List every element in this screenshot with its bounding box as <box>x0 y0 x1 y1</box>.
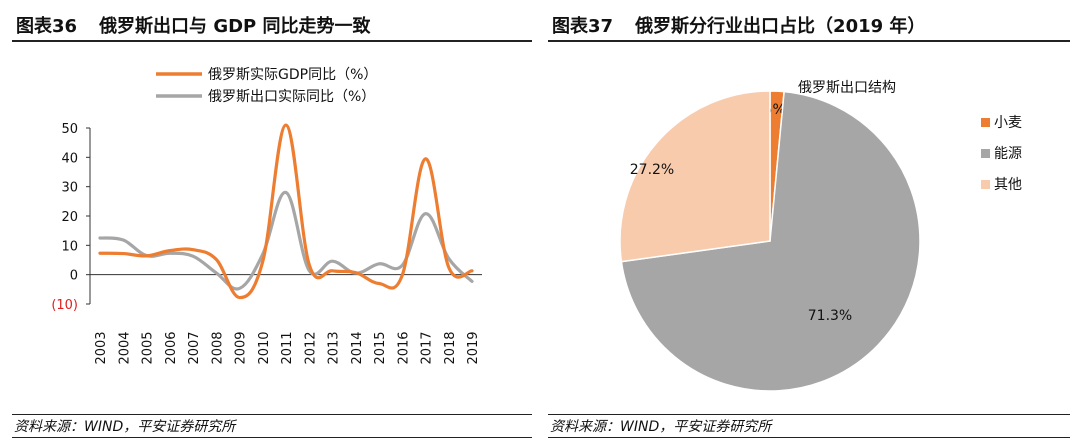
left-figure-number: 图表36 <box>16 16 78 37</box>
right-figure-title: 俄罗斯分行业出口占比（2019 年） <box>635 16 926 37</box>
x-tick-label: 2005 <box>141 331 156 364</box>
left-source-note: 资料来源：WIND，平安证券研究所 <box>12 414 532 438</box>
legend-swatch-1 <box>981 149 990 158</box>
y-tick-label: 50 <box>61 122 78 137</box>
right-title-bar: 图表37 俄罗斯分行业出口占比（2019 年） <box>548 10 1070 42</box>
x-tick-label: 2013 <box>327 331 342 364</box>
y-tick-label: 10 <box>61 239 78 254</box>
x-tick-label: 2003 <box>94 331 109 364</box>
x-tick-label: 2009 <box>234 331 249 364</box>
x-tick-label: 2007 <box>187 331 202 364</box>
legend-label-1: 能源 <box>994 146 1022 162</box>
x-tick-label: 2019 <box>466 331 481 364</box>
legend-label-export: 俄罗斯出口实际同比（%） <box>208 89 375 105</box>
left-figure-title: 俄罗斯出口与 GDP 同比走势一致 <box>99 16 371 37</box>
y-tick-label: (10) <box>51 298 78 313</box>
series-line-gdp <box>98 123 474 300</box>
y-tick-label: 0 <box>70 269 78 284</box>
legend-label-gdp: 俄罗斯实际GDP同比（%） <box>208 67 377 83</box>
legend-label-2: 其他 <box>994 177 1022 193</box>
legend-swatch-2 <box>981 180 990 189</box>
pie-data-label-1: 71.3% <box>808 308 852 324</box>
x-tick-label: 2012 <box>303 331 318 364</box>
right-figure-number: 图表37 <box>552 16 614 37</box>
y-tick-label: 40 <box>61 151 78 166</box>
left-figure-panel: 图表36 俄罗斯出口与 GDP 同比走势一致 50 40 30 20 10 0 (10) 20… <box>12 0 532 448</box>
x-tick-label: 2008 <box>210 331 225 364</box>
right-figure-panel: 图表37 俄罗斯分行业出口占比（2019 年） 俄罗斯出口结构1.5%小麦71.… <box>548 0 1070 448</box>
y-tick-label: 20 <box>61 210 78 225</box>
pie-data-label-2: 27.2% <box>630 162 674 178</box>
legend-swatch-0 <box>981 118 990 127</box>
left-title-bar: 图表36 俄罗斯出口与 GDP 同比走势一致 <box>12 10 532 42</box>
pie-chart-title: 俄罗斯出口结构 <box>798 80 896 96</box>
right-source-note: 资料来源：WIND，平安证券研究所 <box>548 414 1070 438</box>
x-tick-label: 2014 <box>350 331 365 364</box>
x-tick-label: 2017 <box>420 331 435 364</box>
x-tick-label: 2011 <box>280 331 295 364</box>
y-tick-label: 30 <box>61 181 78 196</box>
x-tick-label: 2006 <box>164 331 179 364</box>
x-tick-label: 2004 <box>117 331 132 364</box>
x-tick-label: 2018 <box>443 331 458 364</box>
x-tick-label: 2010 <box>257 331 272 364</box>
pie-slice-2 <box>619 90 771 263</box>
x-tick-label: 2015 <box>373 331 388 364</box>
x-tick-label: 2016 <box>396 331 411 364</box>
legend-label-0: 小麦 <box>994 115 1022 131</box>
